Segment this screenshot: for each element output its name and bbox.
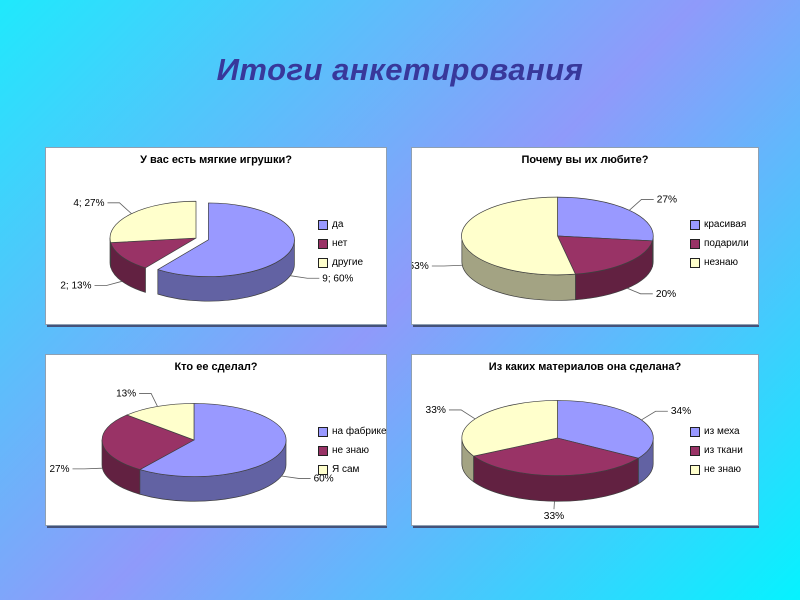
- chart-panel-who-made: Кто ее сделал? 60% 27% 13% на фабрике не зн…: [45, 354, 387, 526]
- legend-swatch: [318, 465, 328, 475]
- legend-item: нет: [318, 239, 384, 249]
- label-leader-line: [107, 202, 132, 214]
- label-leader-line: [641, 410, 668, 421]
- pie-slice-top: [557, 196, 654, 242]
- data-label: 9; 60%: [322, 273, 353, 284]
- data-label: 4; 27%: [73, 198, 104, 209]
- label-leader-line: [72, 467, 103, 470]
- legend-label: другие: [332, 257, 364, 268]
- legend-label: из ткани: [704, 445, 743, 456]
- chart-legend: да нет другие: [318, 220, 384, 277]
- legend-label: красивая: [704, 219, 747, 230]
- data-label: 2; 13%: [60, 281, 91, 292]
- legend-item: красивая: [690, 220, 756, 230]
- legend-swatch: [690, 258, 700, 268]
- legend-label: не знаю: [704, 464, 742, 475]
- legend-swatch: [318, 446, 328, 456]
- pie-slice-top: [139, 403, 287, 477]
- data-label: 33%: [426, 405, 446, 416]
- data-label: 27%: [657, 195, 677, 206]
- legend-swatch: [690, 427, 700, 437]
- label-leader-line: [94, 280, 123, 286]
- legend-label: подарили: [704, 238, 749, 249]
- pie-slice-top: [126, 403, 195, 441]
- legend-label: Я сам: [332, 464, 360, 475]
- label-leader-line: [627, 287, 653, 295]
- data-label: 13%: [116, 388, 136, 399]
- pie-chart-3d: 9; 60% 2; 13% 4; 27%: [60, 198, 353, 302]
- chart-legend: из меха из ткани не знаю: [690, 427, 756, 484]
- legend-label: на фабрике: [332, 426, 387, 437]
- label-leader-line: [281, 475, 311, 479]
- pie-chart-3d: 34% 33% 33%: [426, 400, 691, 522]
- pie-slice-top: [461, 196, 576, 276]
- legend-item: Я сам: [318, 465, 384, 475]
- data-label: 27%: [49, 464, 69, 475]
- chart-legend: на фабрике не знаю Я сам: [318, 426, 387, 484]
- pie-slice-top: [109, 200, 197, 244]
- legend-item: подарили: [690, 239, 756, 249]
- legend-swatch: [318, 239, 328, 249]
- pie-slice-top: [461, 400, 558, 457]
- chart-panel-toys-ownership: У вас есть мягкие игрушки? 9; 60% 2; 13% 4…: [45, 147, 387, 325]
- legend-label: из меха: [704, 426, 740, 437]
- pie-slice-top: [157, 202, 295, 277]
- legend-item: на фабрике: [318, 426, 387, 437]
- legend-swatch: [318, 427, 328, 437]
- legend-item: другие: [318, 258, 384, 268]
- legend-label: незнаю: [704, 257, 739, 268]
- data-label: 60%: [314, 473, 334, 484]
- legend-item: из ткани: [690, 446, 756, 456]
- legend-item: да: [318, 220, 384, 230]
- legend-swatch: [690, 465, 700, 475]
- label-leader-line: [448, 409, 476, 420]
- label-leader-line: [628, 199, 654, 211]
- label-leader-line: [553, 501, 555, 510]
- legend-item: незнаю: [690, 258, 756, 268]
- legend-label: да: [332, 219, 344, 230]
- legend-label: нет: [332, 238, 348, 249]
- legend-label: не знаю: [332, 445, 370, 456]
- data-label: 34%: [671, 406, 691, 417]
- label-leader-line: [431, 264, 463, 267]
- legend-item: не знаю: [690, 465, 756, 475]
- pie-chart-3d: 27% 20% 53%: [412, 195, 677, 301]
- chart-title: Почему вы их любите?: [521, 154, 649, 166]
- slide-title: Итоги анкетирования: [216, 52, 584, 87]
- label-leader-line: [290, 275, 320, 279]
- legend-swatch: [318, 258, 328, 268]
- pie-slice-top: [110, 237, 197, 269]
- chart-title: Из каких материалов она сделана?: [488, 361, 682, 373]
- data-label: 53%: [412, 261, 429, 272]
- label-leader-line: [139, 393, 158, 407]
- data-label: 20%: [656, 289, 676, 300]
- legend-swatch: [690, 239, 700, 249]
- legend-item: не знаю: [318, 446, 384, 456]
- pie-slice-top: [557, 235, 653, 275]
- chart-title: У вас есть мягкие игрушки?: [140, 154, 292, 166]
- chart-panel-why-love: Почему вы их любите? 27% 20% 53% красивая п…: [411, 147, 759, 325]
- data-label: 33%: [544, 511, 564, 522]
- legend-swatch: [690, 220, 700, 230]
- pie-slice-top: [101, 414, 195, 470]
- legend-swatch: [690, 446, 700, 456]
- chart-title: Кто ее сделал?: [174, 361, 258, 373]
- pie-chart-3d: 60% 27% 13%: [49, 388, 334, 502]
- legend-item: из меха: [690, 427, 756, 437]
- chart-panel-materials: Из каких материалов она сделана? 34% 33% 3…: [411, 354, 759, 526]
- legend-swatch: [318, 220, 328, 230]
- chart-legend: красивая подарили незнаю: [690, 220, 756, 277]
